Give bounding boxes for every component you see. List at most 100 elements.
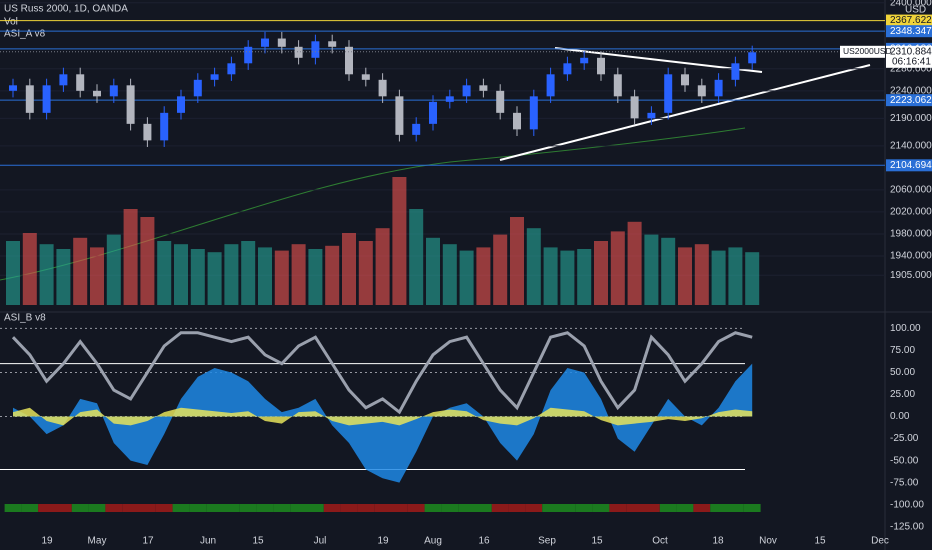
- volume-bar: [661, 237, 676, 305]
- state-strip: [357, 504, 375, 512]
- volume-bar: [241, 241, 256, 305]
- candle-body: [597, 57, 605, 75]
- state-strip: [743, 504, 761, 512]
- x-tick-label: 18: [712, 536, 724, 547]
- candle-body: [210, 74, 219, 80]
- y-tick-label: 1980.000: [890, 229, 932, 240]
- candle-body: [227, 63, 236, 75]
- candle-body: [126, 85, 135, 124]
- state-strip: [693, 504, 711, 512]
- state-strip: [4, 504, 22, 512]
- volume-bar: [526, 228, 541, 305]
- countdown: 06:16:41: [892, 56, 931, 67]
- state-strip: [71, 504, 89, 512]
- state-strip: [223, 504, 240, 512]
- candle-body: [59, 74, 68, 86]
- candle-body: [328, 41, 337, 47]
- volume-bar: [90, 247, 104, 305]
- y-tick-label: -100.00: [890, 499, 924, 510]
- candle-body: [261, 38, 269, 47]
- state-strip: [407, 504, 425, 512]
- currency-label: USD: [905, 5, 926, 16]
- x-tick-label: Aug: [424, 536, 442, 547]
- candle-body: [664, 74, 673, 113]
- state-strip: [139, 504, 156, 512]
- state-strip: [727, 504, 744, 512]
- y-tick-label: 2020.000: [890, 207, 932, 218]
- candle-body: [613, 74, 622, 97]
- state-strip: [424, 504, 442, 512]
- y-tick-label: 0.00: [890, 411, 910, 422]
- y-tick-label: 1905.000: [890, 270, 932, 281]
- volume-bar: [459, 250, 474, 305]
- candle-body: [513, 112, 521, 130]
- last-price-label: 2310.884: [890, 46, 932, 57]
- state-strip: [290, 504, 307, 512]
- volume-bar: [577, 249, 592, 305]
- x-tick-label: Dec: [871, 536, 889, 547]
- y-tick-label: -125.00: [890, 521, 924, 532]
- candle-body: [462, 85, 471, 97]
- volume-bar: [375, 228, 390, 305]
- volume-bar: [22, 233, 37, 305]
- x-tick-label: Jul: [314, 536, 327, 547]
- candle-body: [697, 85, 706, 97]
- state-strip: [542, 504, 559, 512]
- volume-bar: [207, 252, 222, 305]
- price-tag-label: 2104.694: [890, 160, 932, 171]
- state-strip: [374, 504, 391, 512]
- candle-body: [412, 123, 421, 135]
- chart-title: US Russ 2000, 1D, OANDA: [4, 4, 128, 15]
- x-tick-label: 15: [814, 536, 826, 547]
- state-strip: [592, 504, 610, 512]
- candle-body: [42, 85, 51, 113]
- volume-bar: [678, 247, 692, 305]
- price-tag-label: 2348.347: [890, 26, 932, 37]
- state-strip: [273, 504, 291, 512]
- candle-body: [630, 96, 639, 119]
- volume-bar: [694, 244, 709, 305]
- x-tick-label: 19: [41, 536, 53, 547]
- y-tick-label: 1940.000: [890, 251, 932, 262]
- state-strip: [626, 504, 643, 512]
- state-strip: [206, 504, 223, 512]
- candle-body: [76, 74, 85, 91]
- candle-body: [731, 63, 740, 80]
- volume-bar: [308, 249, 323, 305]
- symbol-label: US2000USD: [843, 46, 892, 56]
- state-strip: [525, 504, 543, 512]
- candle-body: [429, 101, 437, 124]
- state-strip: [323, 504, 341, 512]
- candle-body: [647, 112, 656, 119]
- candle-body: [109, 85, 118, 97]
- osc-area: [13, 363, 753, 483]
- volume-bar: [73, 237, 88, 305]
- candle-body: [277, 38, 286, 47]
- state-strip: [189, 504, 207, 512]
- last-price-tag: [886, 45, 932, 68]
- symbol-tag: [840, 45, 885, 58]
- state-strip: [55, 504, 72, 512]
- candle-body: [681, 74, 689, 86]
- volume-bar: [140, 217, 155, 305]
- volume-bar: [106, 234, 121, 305]
- state-strip: [575, 504, 593, 512]
- trend-line: [554, 47, 763, 73]
- volume-label: Vol: [4, 17, 18, 28]
- volume-bar: [711, 250, 726, 305]
- volume-bar: [493, 234, 508, 305]
- y-tick-label: 2190.000: [890, 113, 932, 124]
- state-strip: [441, 504, 459, 512]
- y-tick-label: 2240.000: [890, 85, 932, 96]
- x-tick-label: 15: [252, 536, 264, 547]
- volume-bar: [39, 244, 54, 305]
- x-tick-label: Sep: [538, 536, 556, 547]
- candle-body: [193, 79, 202, 97]
- y-tick-label: 2400.000: [890, 0, 932, 8]
- volume-bar: [409, 209, 424, 305]
- x-tick-label: 19: [377, 536, 389, 547]
- volume-bar: [274, 250, 289, 305]
- candle-body: [529, 96, 538, 130]
- y-tick-label: 50.00: [890, 367, 915, 378]
- state-strip: [38, 504, 55, 512]
